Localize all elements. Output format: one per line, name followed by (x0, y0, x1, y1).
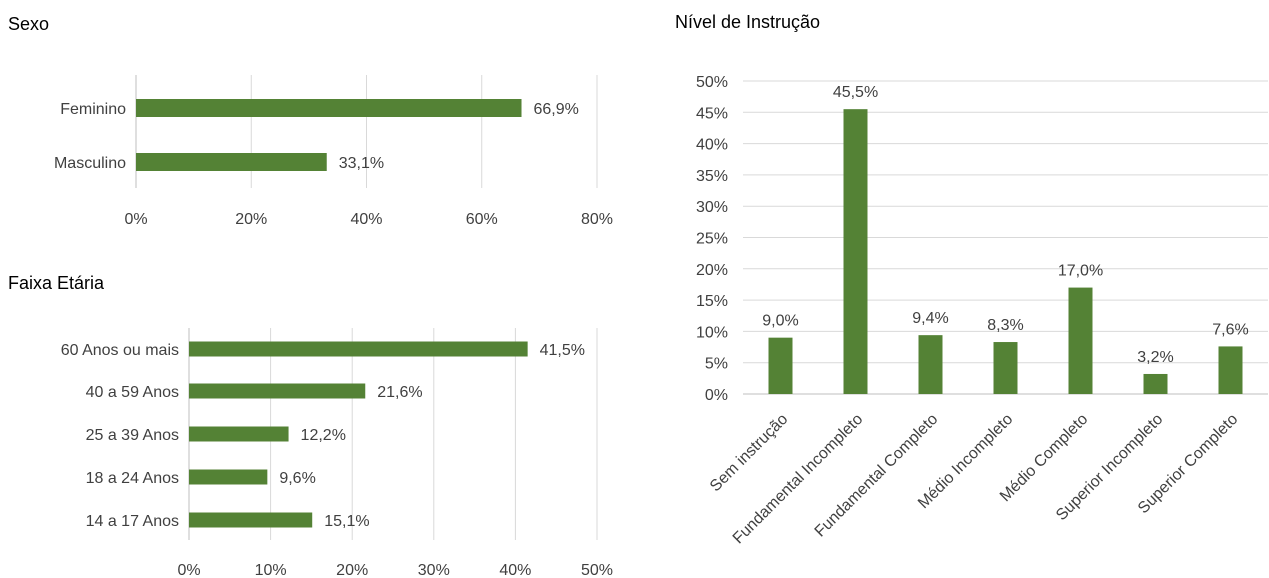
bar-0-0 (136, 99, 522, 117)
y-tick-label: 30% (696, 199, 728, 216)
y-tick-label: 10% (696, 324, 728, 341)
x-tick-label: 0% (177, 562, 200, 578)
y-tick-label: 0% (705, 387, 728, 404)
bar-2-6 (1218, 346, 1243, 394)
chart-title-sexo: Sexo (8, 14, 50, 34)
data-label: 3,2% (1137, 349, 1173, 366)
x-tick-label: 80% (581, 211, 613, 228)
x-tick-label: 0% (124, 211, 147, 228)
x-tick-label: 30% (418, 562, 450, 578)
y-tick-label: 50% (696, 74, 728, 91)
chart-title-nivel-instrucao: Nível de Instrução (675, 12, 821, 32)
category-label: Fundamental Incompleto (730, 411, 867, 548)
data-label: 21,6% (377, 384, 422, 401)
x-tick-label: 40% (350, 211, 382, 228)
category-label: 60 Anos ou mais (61, 342, 179, 359)
x-tick-label: 60% (466, 211, 498, 228)
data-label: 9,6% (279, 470, 315, 487)
bar-2-4 (1068, 287, 1093, 394)
data-label: 9,0% (762, 313, 798, 330)
data-label: 7,6% (1212, 321, 1248, 338)
category-label: Sem instrução (707, 411, 791, 495)
y-tick-label: 45% (696, 105, 728, 122)
bar-1-3 (189, 469, 268, 485)
bar-1-2 (189, 426, 289, 442)
y-tick-label: 25% (696, 231, 728, 248)
data-label: 17,0% (1058, 263, 1103, 280)
data-label: 8,3% (987, 317, 1023, 334)
category-label: 18 a 24 Anos (86, 470, 179, 487)
bar-1-0 (189, 341, 528, 357)
bar-1-1 (189, 383, 366, 399)
data-label: 45,5% (833, 84, 878, 101)
bar-2-2 (918, 335, 943, 394)
y-tick-label: 20% (696, 262, 728, 279)
data-label: 9,4% (912, 310, 948, 327)
y-tick-label: 40% (696, 137, 728, 154)
category-label: Feminino (60, 101, 126, 118)
data-label: 33,1% (339, 155, 384, 172)
data-label: 15,1% (324, 513, 369, 530)
bar-2-1 (843, 109, 868, 395)
x-tick-label: 50% (581, 562, 613, 578)
category-label: Masculino (54, 155, 126, 172)
data-label: 66,9% (534, 101, 579, 118)
category-label: Fundamental Completo (812, 411, 942, 541)
bar-2-3 (993, 342, 1018, 394)
data-label: 41,5% (540, 342, 585, 359)
category-label: 14 a 17 Anos (86, 513, 179, 530)
bar-2-5 (1143, 373, 1168, 394)
category-label: 40 a 59 Anos (86, 384, 179, 401)
x-tick-label: 20% (235, 211, 267, 228)
x-tick-label: 40% (499, 562, 531, 578)
bar-1-4 (189, 512, 313, 528)
y-tick-label: 15% (696, 293, 728, 310)
y-tick-label: 5% (705, 356, 728, 373)
data-label: 12,2% (301, 427, 346, 444)
category-label: 25 a 39 Anos (86, 427, 179, 444)
bar-2-0 (768, 337, 793, 394)
y-tick-label: 35% (696, 168, 728, 185)
chart-title-faixa-etaria: Faixa Etária (8, 273, 105, 293)
x-tick-label: 10% (255, 562, 287, 578)
bar-0-1 (136, 153, 327, 171)
x-tick-label: 20% (336, 562, 368, 578)
